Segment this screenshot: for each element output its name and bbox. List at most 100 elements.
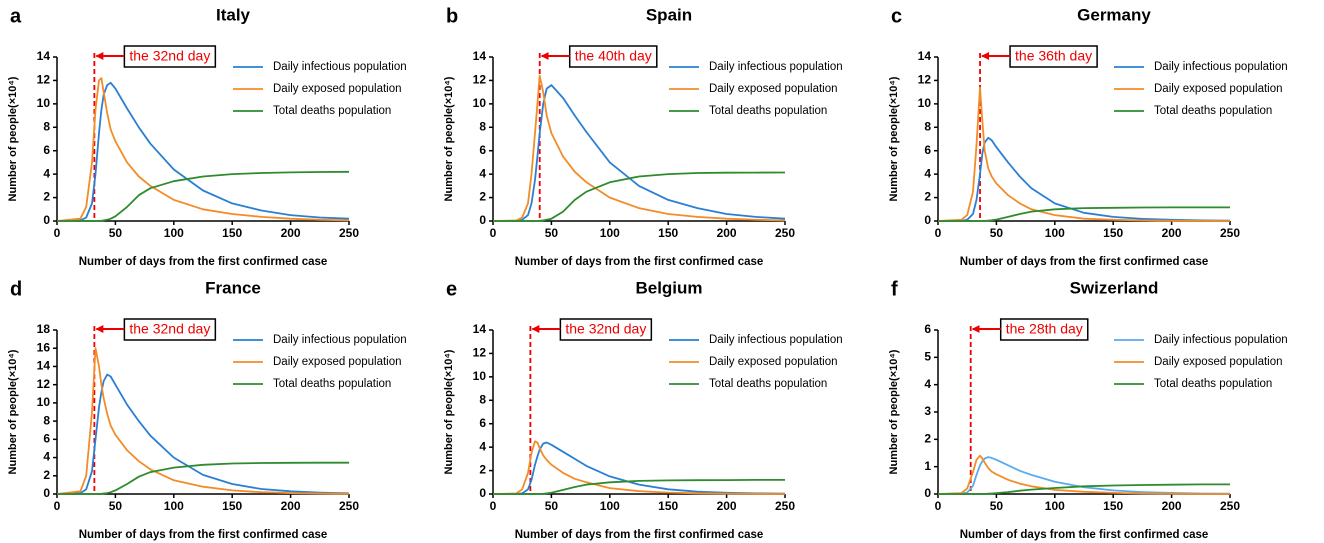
legend-label: Daily exposed population [709, 83, 838, 95]
series-line [937, 454, 1230, 495]
legend-label: Daily infectious population [709, 334, 843, 346]
legend-label: Daily infectious population [709, 61, 843, 73]
y-tick-label: 0 [43, 486, 50, 500]
legend-label: Total deaths population [1154, 378, 1272, 390]
panel-title: Germany [1077, 5, 1151, 24]
annotation-text: the 28th day [1006, 321, 1083, 337]
y-tick-label: 6 [924, 143, 931, 157]
y-tick-label: 18 [37, 322, 51, 336]
x-tick-label: 200 [281, 226, 301, 240]
x-tick-label: 0 [54, 499, 61, 513]
x-tick-label: 250 [775, 499, 795, 513]
y-tick-label: 8 [479, 119, 486, 133]
y-tick-label: 10 [37, 395, 51, 409]
x-tick-label: 0 [490, 499, 497, 513]
series-line [938, 483, 1230, 495]
series-line [56, 81, 350, 222]
x-axis-label: Number of days from the first confirmed … [79, 529, 328, 541]
series-line [56, 77, 350, 222]
series-line [56, 347, 350, 495]
y-tick-label: 8 [43, 413, 50, 427]
y-tick-label: 14 [37, 359, 51, 373]
y-tick-label: 10 [918, 96, 932, 110]
x-axis-label: Number of days from the first confirmed … [515, 256, 764, 268]
x-tick-label: 250 [775, 226, 795, 240]
x-tick-label: 150 [658, 499, 678, 513]
x-axis-label: Number of days from the first confirmed … [515, 529, 764, 541]
x-tick-label: 50 [990, 226, 1004, 240]
y-axis-label: Number of people(×10⁴) [888, 76, 900, 201]
series-line [493, 479, 785, 495]
x-tick-label: 200 [281, 499, 301, 513]
y-tick-label: 6 [479, 416, 486, 430]
x-tick-label: 100 [600, 499, 620, 513]
panel-title: Italy [216, 5, 251, 24]
y-tick-label: 6 [43, 143, 50, 157]
series-line [938, 136, 1231, 222]
y-tick-label: 2 [924, 432, 931, 446]
x-tick-label: 150 [222, 499, 242, 513]
panel-letter: a [10, 5, 22, 27]
x-tick-label: 150 [1103, 226, 1123, 240]
y-tick-label: 4 [479, 439, 486, 453]
y-tick-label: 10 [473, 96, 487, 110]
annotation-text: the 36th day [1015, 48, 1092, 64]
annotation-text: the 32nd day [129, 321, 210, 337]
x-tick-label: 0 [54, 226, 61, 240]
legend-label: Total deaths population [273, 378, 391, 390]
x-tick-label: 50 [990, 499, 1004, 513]
y-axis-label: Number of people(×10⁴) [443, 76, 455, 201]
x-tick-label: 50 [545, 499, 559, 513]
panel: b Spain 0 50 100 150 200 250 0 2 4 6 8 10 12 14 Number o… [443, 5, 843, 268]
y-tick-label: 12 [918, 73, 932, 87]
legend-label: Daily infectious population [1154, 334, 1288, 346]
panel-letter: f [891, 278, 898, 300]
y-tick-label: 0 [924, 213, 931, 227]
y-tick-label: 2 [43, 190, 50, 204]
x-tick-label: 50 [109, 499, 123, 513]
x-tick-label: 150 [1103, 499, 1123, 513]
x-tick-label: 250 [1220, 226, 1240, 240]
y-tick-label: 8 [924, 119, 931, 133]
x-tick-label: 0 [935, 226, 942, 240]
y-tick-label: 0 [479, 213, 486, 227]
panel-letter: e [446, 278, 457, 300]
legend-label: Daily infectious population [273, 334, 407, 346]
y-axis-label: Number of people(×10⁴) [7, 349, 19, 474]
y-tick-label: 4 [924, 166, 931, 180]
panel-title: France [205, 278, 261, 297]
panel-letter: c [891, 5, 902, 27]
y-tick-label: 10 [37, 96, 51, 110]
y-axis-label: Number of people(×10⁴) [7, 76, 19, 201]
series-line [57, 461, 349, 495]
x-tick-label: 200 [717, 226, 737, 240]
series-line [492, 74, 786, 222]
x-axis-label: Number of days from the first confirmed … [79, 256, 328, 268]
series-line [937, 86, 1231, 222]
x-tick-label: 250 [339, 499, 359, 513]
y-axis-label: Number of people(×10⁴) [443, 349, 455, 474]
legend-label: Total deaths population [1154, 105, 1272, 117]
panel-title: Swizerland [1070, 278, 1159, 297]
panel-title: Spain [646, 5, 692, 24]
y-tick-label: 6 [479, 143, 486, 157]
series-line [937, 456, 1231, 495]
y-tick-label: 2 [43, 468, 50, 482]
x-tick-label: 100 [600, 226, 620, 240]
x-tick-label: 100 [164, 226, 184, 240]
y-tick-label: 12 [37, 73, 51, 87]
y-tick-label: 5 [924, 350, 931, 364]
y-tick-label: 2 [479, 190, 486, 204]
panel: c Germany 0 50 100 150 200 250 0 2 4 6 8 10 12 14 Number… [888, 5, 1288, 268]
x-axis-label: Number of days from the first confirmed … [960, 529, 1209, 541]
x-tick-label: 200 [1162, 226, 1182, 240]
panel-letter: b [446, 5, 458, 27]
y-tick-label: 1 [924, 459, 931, 473]
panel: e Belgium 0 50 100 150 200 250 0 2 4 6 8 10 12 14 Number… [443, 278, 843, 541]
series-line [493, 171, 786, 222]
x-tick-label: 200 [717, 499, 737, 513]
legend-label: Daily infectious population [1154, 61, 1288, 73]
panel: d France 0 50 100 150 200 250 0 2 4 6 8 10 12 14 16 18 Num… [7, 278, 407, 541]
series-line [492, 440, 786, 495]
